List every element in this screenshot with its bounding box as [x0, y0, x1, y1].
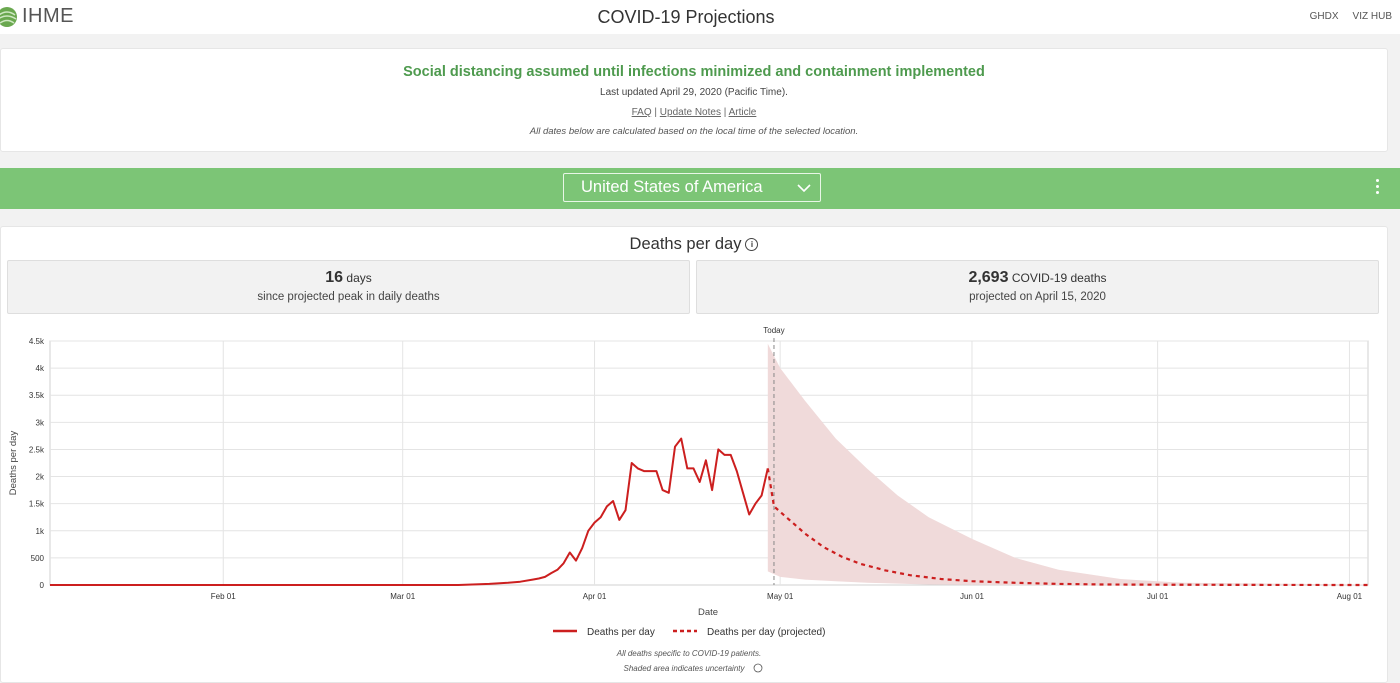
location-bar: United States of America: [0, 168, 1400, 209]
days-since-peak-stat: 16 days since projected peak in daily de…: [7, 260, 690, 314]
peak-deaths-unit: COVID-19 deaths: [1011, 271, 1107, 285]
y-axis-title: Deaths per day: [8, 431, 19, 496]
x-tick-label: May 01: [767, 592, 794, 601]
x-axis-title: Date: [698, 607, 718, 618]
chart-title: Deaths per day i: [1, 235, 1387, 254]
y-tick-label: 0: [40, 581, 45, 590]
scenario-headline: Social distancing assumed until infectio…: [403, 64, 985, 80]
peak-deaths-stat: 2,693 COVID-19 deaths projected on April…: [696, 260, 1379, 314]
footnote-deaths: All deaths specific to COVID-19 patients…: [616, 649, 762, 658]
x-tick-label: Aug 01: [1337, 592, 1363, 601]
y-tick-label: 500: [31, 554, 45, 563]
update-notes-link[interactable]: Update Notes: [659, 107, 721, 118]
peak-deaths-desc: projected on April 15, 2020: [969, 291, 1106, 303]
top-bar: IHME COVID-19 Projections GHDX VIZ HUB: [0, 0, 1400, 34]
deaths-chart-card: Deaths per day i 16 days since projected …: [0, 226, 1388, 683]
dates-note: All dates below are calculated based on …: [529, 126, 859, 137]
x-tick-label: Mar 01: [390, 592, 415, 601]
nav-link-ghdx[interactable]: GHDX: [1309, 11, 1339, 22]
ihme-logo[interactable]: IHME: [0, 5, 74, 28]
uncertainty-band: [767, 343, 1368, 585]
uncertainty-info-icon: [753, 663, 763, 673]
x-tick-label: Jul 01: [1147, 592, 1169, 601]
scenario-info-card: Social distancing assumed until infectio…: [0, 48, 1388, 152]
y-tick-label: 1.5k: [29, 500, 45, 509]
x-tick-label: Jun 01: [960, 592, 985, 601]
days-since-peak-unit: days: [346, 271, 372, 285]
peak-deaths-value: 2,693: [968, 269, 1009, 286]
last-updated-text: Last updated April 29, 2020 (Pacific Tim…: [600, 87, 788, 98]
location-select[interactable]: United States of America: [563, 173, 821, 202]
article-link[interactable]: Article: [728, 107, 757, 118]
days-since-peak-value: 16: [325, 269, 344, 286]
legend-label-projected: Deaths per day (projected): [707, 627, 825, 638]
logo-text: IHME: [22, 5, 74, 27]
y-tick-label: 3k: [36, 418, 45, 427]
globe-logo-icon: [0, 6, 17, 27]
projected-deaths-line: [766, 468, 1369, 587]
today-label: Today: [763, 326, 784, 335]
y-tick-label: 4k: [36, 364, 45, 373]
page-title: COVID-19 Projections: [597, 7, 775, 27]
more-options-icon[interactable]: [1374, 179, 1380, 199]
x-tick-label: Feb 01: [211, 592, 236, 601]
info-icon[interactable]: i: [745, 238, 759, 251]
chevron-down-icon: [797, 184, 811, 193]
deaths-per-day-chart: 0 500 1k 1.5k 2k 2.5k 3k 3.5k 4k 4.5k Feb 01 Mar 01…: [8, 326, 1369, 673]
plot-area: [49, 340, 1369, 586]
location-select-value: United States of America: [581, 178, 763, 196]
y-tick-label: 1k: [36, 527, 45, 536]
days-since-peak-desc: since projected peak in daily deaths: [257, 291, 440, 303]
legend-label-observed: Deaths per day: [587, 627, 655, 638]
top-nav: GHDX VIZ HUB: [1310, 11, 1392, 22]
footnote-uncertainty: Shaded area indicates uncertainty: [624, 664, 746, 673]
chart-title-text: Deaths per day: [629, 235, 742, 253]
x-tick-label: Apr 01: [583, 592, 607, 601]
info-links: FAQ | Update Notes | Article: [631, 107, 757, 118]
y-tick-label: 3.5k: [29, 391, 45, 400]
y-tick-label: 2k: [36, 473, 45, 482]
faq-link[interactable]: FAQ: [631, 107, 652, 118]
observed-deaths-line: [50, 437, 769, 586]
nav-link-viz-hub[interactable]: VIZ HUB: [1352, 11, 1392, 22]
y-tick-label: 2.5k: [29, 445, 45, 454]
y-tick-label: 4.5k: [29, 337, 45, 346]
